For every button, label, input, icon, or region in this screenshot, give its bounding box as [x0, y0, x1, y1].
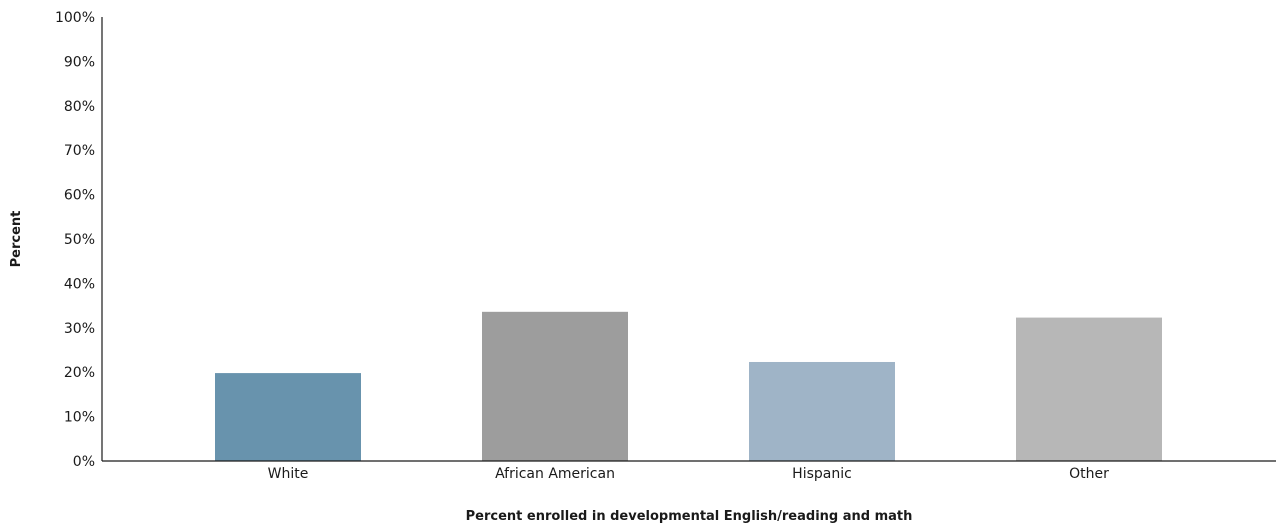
bar: [749, 361, 895, 461]
y-axis-title: Percent: [9, 211, 24, 268]
x-axis-labels: White African American Hispanic Other: [268, 466, 1109, 482]
bar: [215, 373, 361, 461]
x-tick-label: African American: [495, 466, 615, 482]
bars: [215, 311, 1162, 461]
y-tick-label: 50%: [64, 232, 95, 248]
y-tick-label: 60%: [64, 188, 95, 204]
y-tick-label: 90%: [64, 54, 95, 70]
x-axis-title: Percent enrolled in developmental Englis…: [466, 509, 913, 524]
y-tick-label: 80%: [64, 99, 95, 115]
y-tick-label: 100%: [55, 10, 95, 26]
bar: [482, 311, 628, 461]
y-tick-label: 30%: [64, 321, 95, 337]
y-tick-label: 20%: [64, 365, 95, 381]
bar: [1016, 317, 1162, 461]
y-tick-label: 10%: [64, 410, 95, 426]
y-tick-label: 40%: [64, 276, 95, 292]
x-tick-label: Hispanic: [792, 466, 852, 482]
x-tick-label: White: [268, 466, 309, 482]
y-tick-label: 70%: [64, 143, 95, 159]
y-axis-ticks: 0% 10% 20% 30% 40% 50% 60% 70% 80% 90% 100%: [55, 10, 95, 470]
x-tick-label: Other: [1069, 466, 1109, 482]
y-tick-label: 0%: [73, 454, 95, 470]
